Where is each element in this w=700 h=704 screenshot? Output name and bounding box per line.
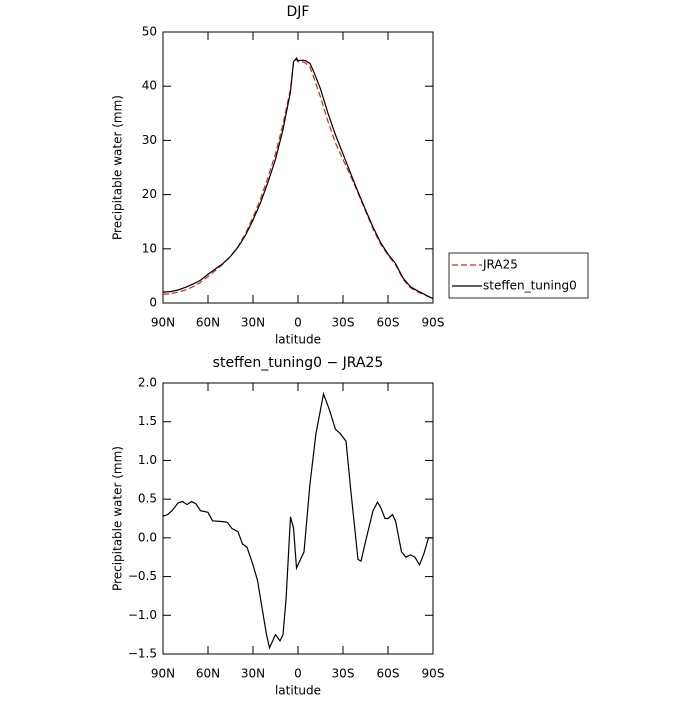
y-tick-label: −1.0: [128, 608, 157, 622]
y-tick-label: −0.5: [128, 569, 157, 583]
y-tick-label: 1.0: [138, 453, 157, 467]
y-axis-label: Precipitable water (mm): [111, 446, 125, 591]
x-tick-label: 60N: [196, 316, 220, 330]
legend-box: [448, 252, 589, 299]
x-tick-label: 30S: [332, 667, 355, 681]
x-tick-label: 90S: [422, 667, 445, 681]
legend-label: JRA25: [482, 258, 518, 272]
y-tick-label: 40: [142, 79, 157, 93]
chart-title: steffen_tuning0 − JRA25: [213, 355, 384, 371]
y-tick-label: 0.5: [138, 492, 157, 506]
x-tick-label: 90N: [151, 316, 175, 330]
y-axis-label: Precipitable water (mm): [111, 95, 125, 240]
chart-title: DJF: [287, 4, 310, 20]
x-tick-label: 90S: [422, 316, 445, 330]
y-tick-label: 50: [142, 25, 157, 39]
x-tick-label: 60S: [377, 316, 400, 330]
x-axis-label: latitude: [275, 333, 321, 347]
x-axis-label: latitude: [275, 684, 321, 698]
legend-label: steffen_tuning0: [483, 279, 577, 293]
x-tick-label: 60N: [196, 667, 220, 681]
y-tick-label: 10: [142, 241, 157, 255]
y-tick-label: 1.5: [138, 414, 157, 428]
x-tick-label: 30N: [241, 667, 265, 681]
plot-frame: [162, 382, 434, 655]
y-tick-label: 0.0: [138, 530, 157, 544]
x-tick-label: 0: [294, 667, 302, 681]
data-line: [162, 391, 433, 650]
x-tick-label: 90N: [151, 667, 175, 681]
plot-frame: [162, 31, 434, 304]
y-tick-label: 30: [142, 133, 157, 147]
data-line: [162, 57, 434, 300]
x-tick-label: 30N: [241, 316, 265, 330]
data-line: [162, 56, 434, 300]
y-tick-label: −1.5: [128, 647, 157, 661]
y-tick-label: 2.0: [138, 376, 157, 390]
y-tick-label: 0: [149, 296, 157, 310]
y-tick-label: 20: [142, 187, 157, 201]
x-tick-label: 30S: [332, 316, 355, 330]
x-tick-label: 60S: [377, 667, 400, 681]
x-tick-label: 0: [294, 316, 302, 330]
